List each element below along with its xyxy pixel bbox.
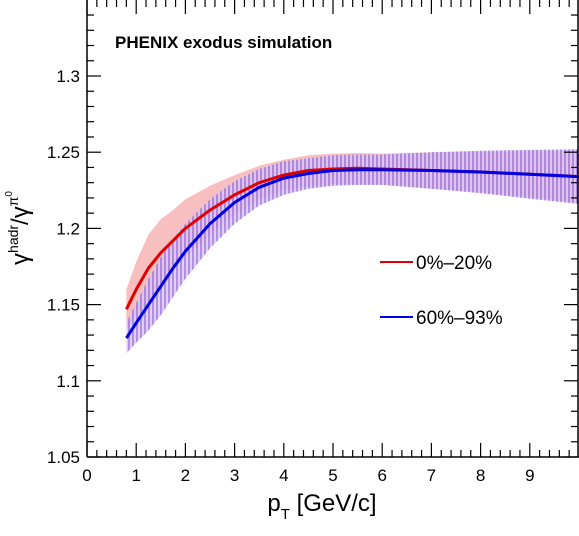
x-tick-label: 3: [230, 466, 239, 485]
legend-label-1: 60%–93%: [416, 308, 503, 329]
x-tick-label: 8: [476, 466, 485, 485]
y-tick-label: 1.15: [47, 296, 80, 315]
x-tick-label: 4: [279, 466, 288, 485]
x-tick-label: 2: [181, 466, 190, 485]
error-band-1: [126, 149, 579, 354]
y-axis-title-den-sup2: 0: [4, 191, 15, 197]
y-axis-title: γhadr/γπ0: [4, 191, 34, 265]
y-axis-title-den-sup: π: [5, 196, 21, 206]
x-ticks: 0 1 2 3 4 5 6 7 8 9: [82, 0, 570, 485]
x-axis-title-rest: [GeV/c]: [290, 490, 377, 517]
x-tick-label: 0: [82, 466, 91, 485]
y-tick-label: 1.25: [47, 143, 80, 162]
legend-label-0: 0%–20%: [416, 253, 492, 274]
x-axis-title-base: p: [267, 490, 280, 517]
curves: [125, 166, 579, 339]
x-tick-label: 1: [131, 466, 140, 485]
chart-title: PHENIX exodus simulation: [115, 33, 332, 52]
x-tick-label: 7: [427, 466, 436, 485]
x-axis-title-sub: T: [281, 506, 290, 523]
y-tick-label: 1.05: [47, 448, 80, 467]
y-axis-title-sep: /: [7, 218, 34, 225]
series-line-1: [125, 168, 579, 339]
y-axis-title-num-sup: hadr: [5, 225, 21, 253]
error-bands: [126, 149, 579, 354]
legend: 0%–20% 60%–93%: [380, 253, 503, 329]
y-tick-label: 1.3: [56, 67, 80, 86]
y-axis-title-den: γ: [7, 206, 34, 218]
y-axis-title-num: γ: [7, 253, 34, 265]
x-tick-label: 6: [377, 466, 386, 485]
x-tick-label: 5: [328, 466, 337, 485]
y-ticks: 1.05 1.1 1.15 1.2 1.25 1.3: [47, 14, 578, 467]
y-tick-label: 1.1: [56, 372, 80, 391]
x-axis-title: pT [GeV/c]: [267, 490, 376, 523]
y-tick-label: 1.2: [56, 219, 80, 238]
x-tick-label: 9: [525, 466, 534, 485]
